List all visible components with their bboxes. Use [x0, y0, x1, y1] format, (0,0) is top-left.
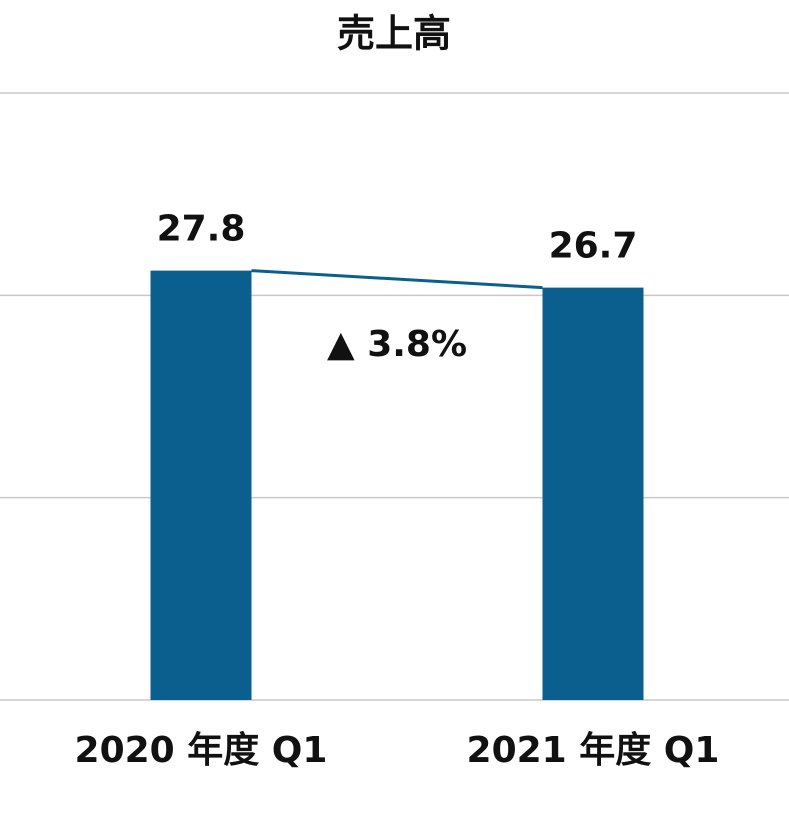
x-tick-label: 2021 年度 Q1 [467, 730, 720, 771]
bar [542, 287, 644, 700]
value-label: 26.7 [549, 226, 638, 267]
change-annotation: ▲ 3.8% [327, 324, 467, 365]
bar [150, 270, 252, 700]
chart-title: 売上高 [337, 12, 451, 56]
x-tick-label: 2020 年度 Q1 [75, 730, 328, 771]
connector-line [251, 269, 543, 290]
value-label: 27.8 [157, 209, 246, 250]
